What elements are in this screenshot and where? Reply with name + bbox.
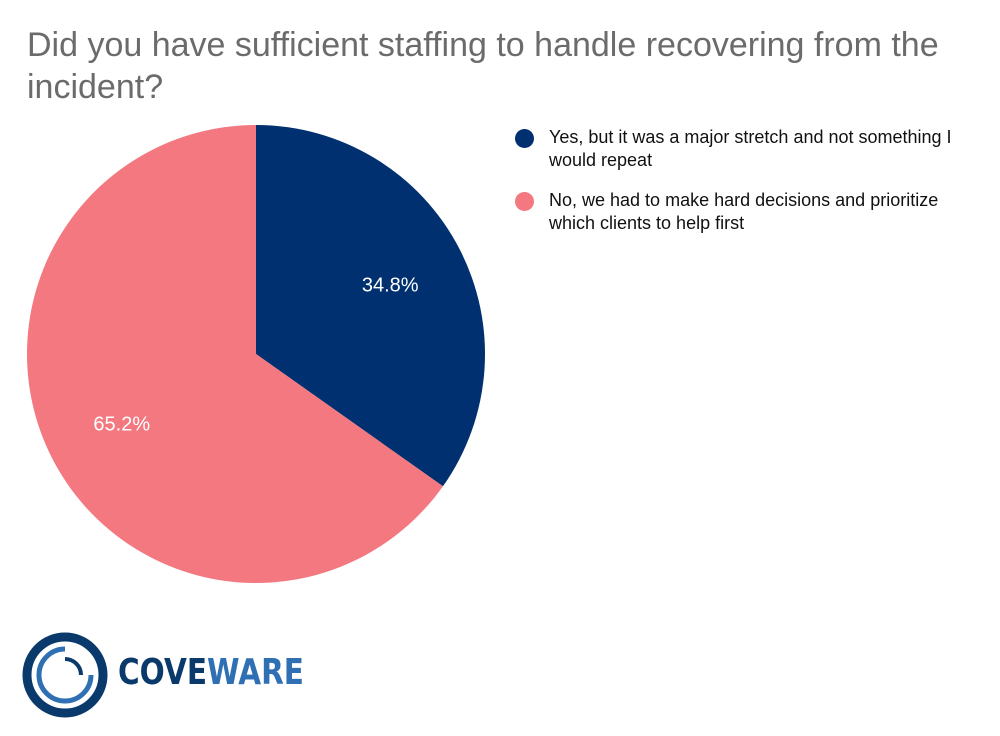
logo-text-ware: WARE [206,652,304,693]
legend-label-yes: Yes, but it was a major stretch and not … [549,127,952,170]
pie-slice-no [27,124,443,583]
coveware-wordmark: COVEWARE [118,652,304,693]
legend: Yes, but it was a major stretch and not … [515,126,955,252]
legend-marker-yes [515,129,534,148]
legend-item-no: No, we had to make hard decisions and pr… [515,189,955,235]
chart-title: Did you have sufficient staffing to hand… [27,26,939,106]
coveware-logo: COVEWARE [22,632,304,722]
legend-item-yes: Yes, but it was a major stretch and not … [515,126,955,172]
legend-marker-no [515,192,534,211]
pie-slice-yes [256,125,485,487]
coveware-logo-mark [22,632,108,718]
data-label-no: 65.2% [93,413,150,435]
data-label-yes: 34.8% [362,275,419,297]
legend-label-no: No, we had to make hard decisions and pr… [549,190,939,233]
logo-text-cove: COVE [118,652,207,693]
